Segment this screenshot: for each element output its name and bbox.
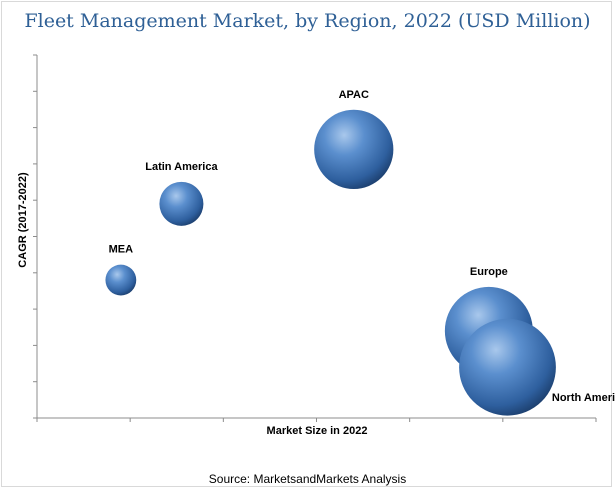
x-axis-label: Market Size in 2022 (267, 425, 368, 437)
bubble-mea (105, 264, 137, 296)
bubble-label-north-america: North America (552, 392, 615, 404)
bubble-label-latin-america: Latin America (145, 161, 218, 173)
y-axis-label: CAGR (2017-2022) (17, 172, 29, 268)
bubble-north-america (459, 318, 556, 416)
bubble-latin-america (159, 181, 204, 226)
axes (33, 54, 597, 422)
source-note: Source: MarketsandMarkets Analysis (208, 472, 407, 486)
bubble-label-europe: Europe (470, 266, 508, 278)
bubble-label-apac: APAC (339, 89, 369, 101)
bubble-label-mea: MEA (109, 244, 134, 256)
bubble-apac (314, 109, 394, 189)
chart-title: Fleet Management Market, by Region, 2022… (24, 10, 591, 32)
bubbles: APAC Latin America MEA Europe North America (105, 89, 615, 416)
